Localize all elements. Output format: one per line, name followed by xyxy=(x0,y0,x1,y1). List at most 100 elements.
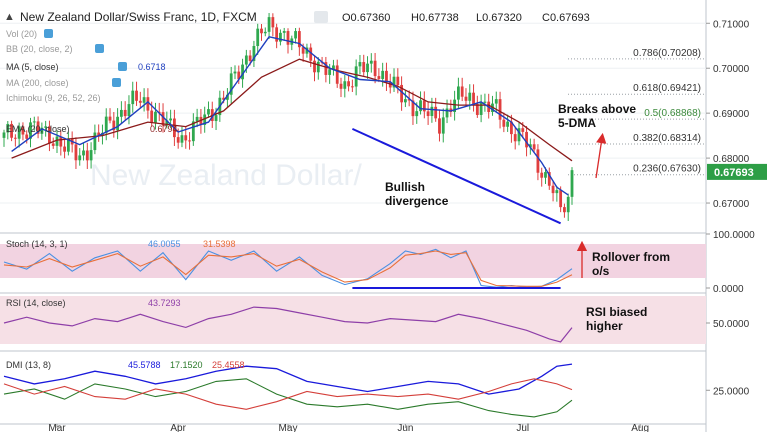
eye-icon[interactable] xyxy=(44,29,53,38)
candle-body xyxy=(32,121,36,123)
eye-icon[interactable] xyxy=(112,78,121,87)
high-value: H0.67738 xyxy=(411,12,459,24)
adx-line xyxy=(3,363,573,395)
candle-body xyxy=(362,62,366,73)
legend-stoch-k: 46.0055 xyxy=(148,239,181,249)
candle-body xyxy=(260,28,263,34)
annotation-breaks-2: 5-DMA xyxy=(558,116,596,130)
candle-body xyxy=(563,207,566,213)
candle-body xyxy=(438,118,441,134)
candle-body xyxy=(165,120,169,126)
legend-ma5[interactable]: MA (5, close) xyxy=(6,62,59,72)
time-tick-label: Apr xyxy=(170,423,186,432)
candle-body xyxy=(411,100,415,117)
collapse-icon[interactable]: ▲ xyxy=(4,11,15,23)
low-value: L0.67320 xyxy=(476,12,522,24)
candle-body xyxy=(78,155,82,161)
candle-body xyxy=(13,137,17,139)
candle-body xyxy=(21,126,25,135)
candle-body xyxy=(176,137,180,143)
candle-body xyxy=(366,63,369,73)
candle-body xyxy=(55,136,59,146)
candle-body xyxy=(445,108,449,118)
legend-stoch-d: 31.5398 xyxy=(203,239,236,249)
time-axis: Mar Apr May Jun Jul Aug xyxy=(0,423,706,432)
annotation-rsi-1: RSI biased xyxy=(586,305,647,319)
legend-ma5-value: 0.6718 xyxy=(138,62,166,72)
candle-body xyxy=(540,172,544,178)
symbol-title: New Zealand Dollar/Swiss Franc, 1D, FXCM xyxy=(20,10,257,24)
candle-body xyxy=(275,27,279,42)
candle-body xyxy=(40,127,44,134)
candle-body xyxy=(263,31,267,34)
candle-body xyxy=(244,55,248,65)
legend-rsi[interactable]: RSI (14, close) xyxy=(6,298,66,308)
legend-ema[interactable]: EMA (20, close) xyxy=(6,124,70,134)
candle-body xyxy=(279,32,282,42)
legend-stoch[interactable]: Stoch (14, 3, 1) xyxy=(6,239,68,249)
candle-body xyxy=(339,83,343,89)
candle-body xyxy=(233,71,237,74)
candle-body xyxy=(430,106,434,116)
price-tick-label: 0.71000 xyxy=(713,19,750,30)
legend-vol[interactable]: Vol (20) xyxy=(6,29,37,39)
stoch-k-line xyxy=(3,248,573,288)
legend-ichimoku[interactable]: Ichimoku (9, 26, 52, 26) xyxy=(6,93,101,103)
candle-body xyxy=(17,126,21,139)
watermark-logo: New Zealand Dollar/ xyxy=(90,159,362,192)
candle-body xyxy=(297,31,301,48)
candle-body xyxy=(517,128,521,142)
candle-body xyxy=(2,132,6,138)
candle-body xyxy=(150,110,154,123)
candle-body xyxy=(286,31,290,45)
fib-label: 0.618(0.69421) xyxy=(633,83,701,94)
candle-body xyxy=(328,69,332,75)
legend-dmi[interactable]: DMI (13, 8) xyxy=(6,360,51,370)
candle-body xyxy=(441,117,445,134)
eye-icon[interactable] xyxy=(118,62,127,71)
candle-body xyxy=(123,109,127,117)
price-axis: 0.71000 0.70000 0.69000 0.68000 0.67000 100.0… xyxy=(706,0,768,432)
legend-dmi-minus: 25.4558 xyxy=(212,360,245,370)
pane-legends: Stoch (14, 3, 1) 46.0055 31.5398 RSI (14… xyxy=(6,239,245,370)
plus-di-line xyxy=(3,378,573,418)
candle-body xyxy=(494,99,498,104)
candle-body xyxy=(309,47,313,61)
candle-body xyxy=(161,112,165,126)
close-value: C0.67693 xyxy=(542,12,590,24)
candle-body xyxy=(324,62,328,75)
candle-body xyxy=(332,65,335,70)
candle-body xyxy=(350,86,354,88)
candle-body xyxy=(566,196,570,213)
candle-body xyxy=(525,131,528,148)
candle-body xyxy=(66,138,70,152)
candle-body xyxy=(388,82,392,88)
header-bar: ▲ New Zealand Dollar/Swiss Franc, 1D, FX… xyxy=(4,10,590,24)
settings-icon[interactable] xyxy=(314,11,328,23)
fib-label: 0.786(0.70208) xyxy=(633,48,701,59)
candle-body xyxy=(551,185,555,194)
legend-bb[interactable]: BB (20, close, 2) xyxy=(6,44,73,54)
candle-body xyxy=(472,92,475,105)
time-tick-label: Jul xyxy=(516,423,529,432)
candle-body xyxy=(453,99,457,112)
candle-body xyxy=(252,46,256,61)
candle-body xyxy=(498,99,502,120)
candle-body xyxy=(127,104,131,117)
legend-rsi-value: 43.7293 xyxy=(148,298,181,308)
pane-backgrounds xyxy=(0,0,707,432)
bullish-divergence-trendline xyxy=(351,127,562,225)
candle-body xyxy=(468,92,472,101)
price-tick-label: 0.69000 xyxy=(713,109,750,120)
candle-body xyxy=(93,132,97,151)
candle-body xyxy=(89,150,93,161)
candle-body xyxy=(536,149,540,173)
candle-body xyxy=(460,86,464,97)
legend-ma200[interactable]: MA (200, close) xyxy=(6,78,69,88)
rsi-line xyxy=(3,306,573,343)
eye-icon[interactable] xyxy=(95,44,104,53)
annotation-rsi-2: higher xyxy=(586,319,623,333)
time-tick-label: Aug xyxy=(631,423,649,432)
candle-body xyxy=(207,109,210,115)
candle-body xyxy=(305,47,309,54)
